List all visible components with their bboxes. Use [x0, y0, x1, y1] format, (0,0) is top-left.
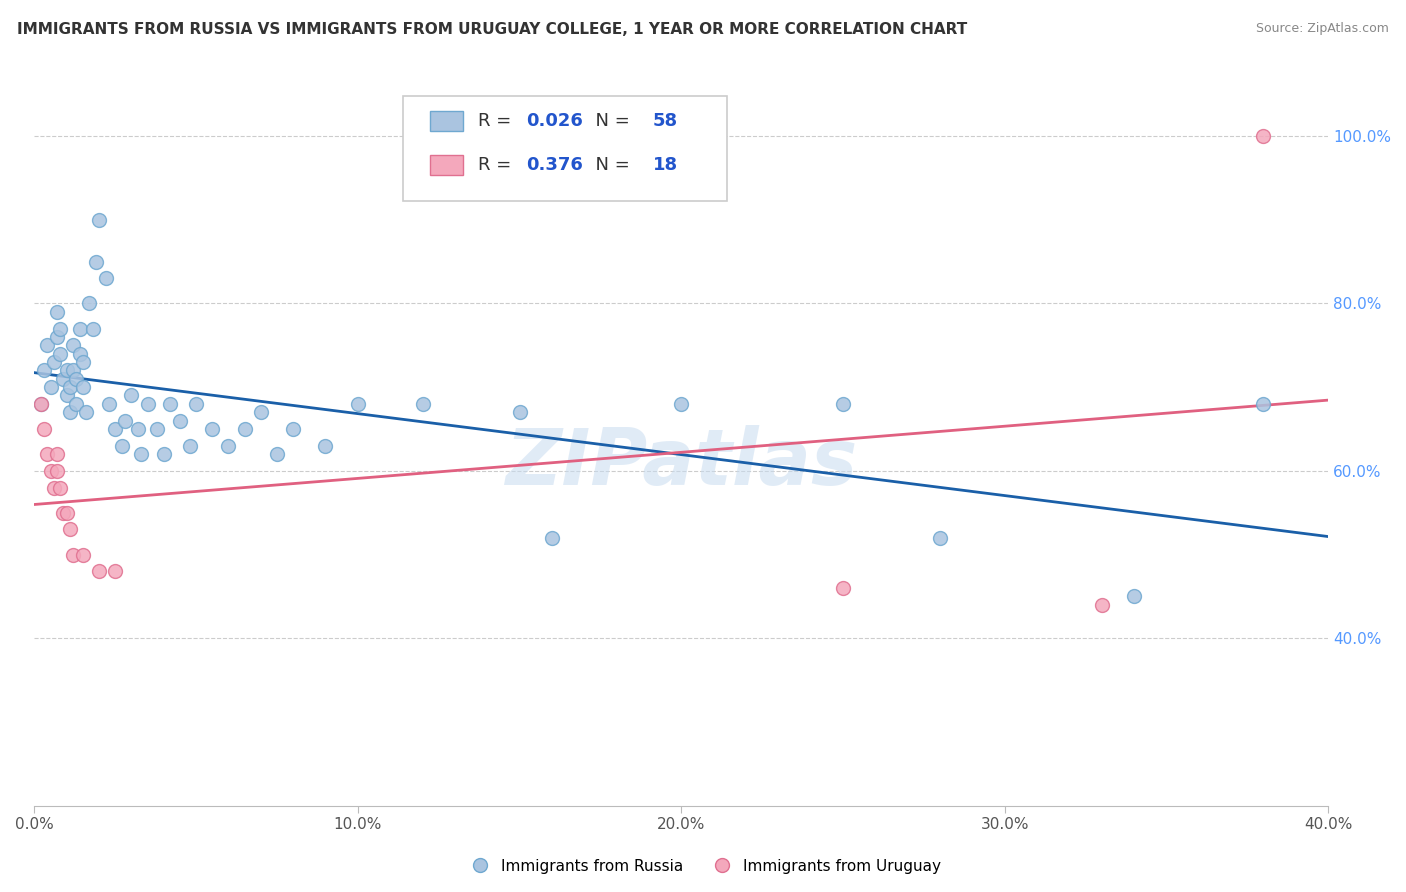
- Point: [1253, 397, 1275, 411]
- Point: [32, 363, 55, 377]
- Point: [201, 422, 224, 436]
- Point: [37, 338, 59, 352]
- Point: [97, 397, 120, 411]
- FancyBboxPatch shape: [404, 95, 727, 202]
- Text: IMMIGRANTS FROM RUSSIA VS IMMIGRANTS FROM URUGUAY COLLEGE, 1 YEAR OR MORE CORREL: IMMIGRANTS FROM RUSSIA VS IMMIGRANTS FRO…: [17, 22, 967, 37]
- Point: [62, 548, 84, 562]
- Point: [281, 422, 304, 436]
- Point: [412, 397, 434, 411]
- Point: [111, 439, 134, 453]
- Text: 58: 58: [652, 112, 678, 130]
- Point: [42, 355, 65, 369]
- Point: [169, 414, 191, 428]
- Text: R =: R =: [478, 156, 517, 174]
- Point: [72, 548, 94, 562]
- Point: [152, 447, 174, 461]
- Point: [52, 372, 75, 386]
- Point: [62, 363, 84, 377]
- Text: R =: R =: [478, 112, 517, 130]
- Point: [104, 422, 127, 436]
- Point: [59, 522, 82, 536]
- Point: [39, 380, 62, 394]
- Point: [671, 397, 693, 411]
- Point: [69, 321, 91, 335]
- Point: [346, 397, 368, 411]
- Point: [49, 321, 72, 335]
- Point: [65, 372, 87, 386]
- Point: [266, 447, 288, 461]
- Point: [114, 414, 136, 428]
- Point: [87, 212, 110, 227]
- Point: [929, 531, 952, 545]
- Legend: Immigrants from Russia, Immigrants from Uruguay: Immigrants from Russia, Immigrants from …: [458, 853, 948, 880]
- Point: [49, 481, 72, 495]
- Point: [249, 405, 271, 419]
- Point: [49, 346, 72, 360]
- Point: [94, 271, 117, 285]
- Point: [120, 388, 142, 402]
- Point: [55, 363, 77, 377]
- Point: [233, 422, 256, 436]
- Point: [59, 405, 82, 419]
- Point: [72, 380, 94, 394]
- Point: [55, 388, 77, 402]
- Point: [42, 481, 65, 495]
- Point: [84, 254, 107, 268]
- Point: [127, 422, 149, 436]
- Point: [46, 447, 69, 461]
- Point: [159, 397, 181, 411]
- Point: [832, 397, 855, 411]
- Point: [30, 397, 52, 411]
- Point: [1253, 128, 1275, 143]
- Point: [136, 397, 159, 411]
- Point: [104, 564, 127, 578]
- Point: [65, 397, 87, 411]
- Point: [79, 296, 101, 310]
- Bar: [430, 154, 463, 175]
- Point: [179, 439, 201, 453]
- Point: [46, 330, 69, 344]
- Text: 0.026: 0.026: [526, 112, 583, 130]
- Point: [46, 464, 69, 478]
- Text: N =: N =: [585, 156, 636, 174]
- Point: [39, 464, 62, 478]
- Point: [87, 564, 110, 578]
- Point: [129, 447, 152, 461]
- Text: N =: N =: [585, 112, 636, 130]
- Point: [32, 422, 55, 436]
- Text: Source: ZipAtlas.com: Source: ZipAtlas.com: [1256, 22, 1389, 36]
- Point: [59, 380, 82, 394]
- Point: [832, 581, 855, 595]
- Point: [37, 447, 59, 461]
- Point: [541, 531, 564, 545]
- Text: 0.376: 0.376: [526, 156, 583, 174]
- Point: [30, 397, 52, 411]
- Point: [62, 338, 84, 352]
- Point: [52, 506, 75, 520]
- Point: [75, 405, 97, 419]
- Text: 18: 18: [652, 156, 678, 174]
- Text: ZIPatlas: ZIPatlas: [505, 425, 858, 501]
- Point: [314, 439, 336, 453]
- Point: [509, 405, 531, 419]
- Point: [146, 422, 169, 436]
- Point: [184, 397, 207, 411]
- Point: [55, 506, 77, 520]
- Bar: [430, 111, 463, 131]
- Point: [46, 305, 69, 319]
- Point: [82, 321, 104, 335]
- Point: [1091, 598, 1114, 612]
- Point: [72, 355, 94, 369]
- Point: [69, 346, 91, 360]
- Point: [1123, 590, 1146, 604]
- Point: [217, 439, 239, 453]
